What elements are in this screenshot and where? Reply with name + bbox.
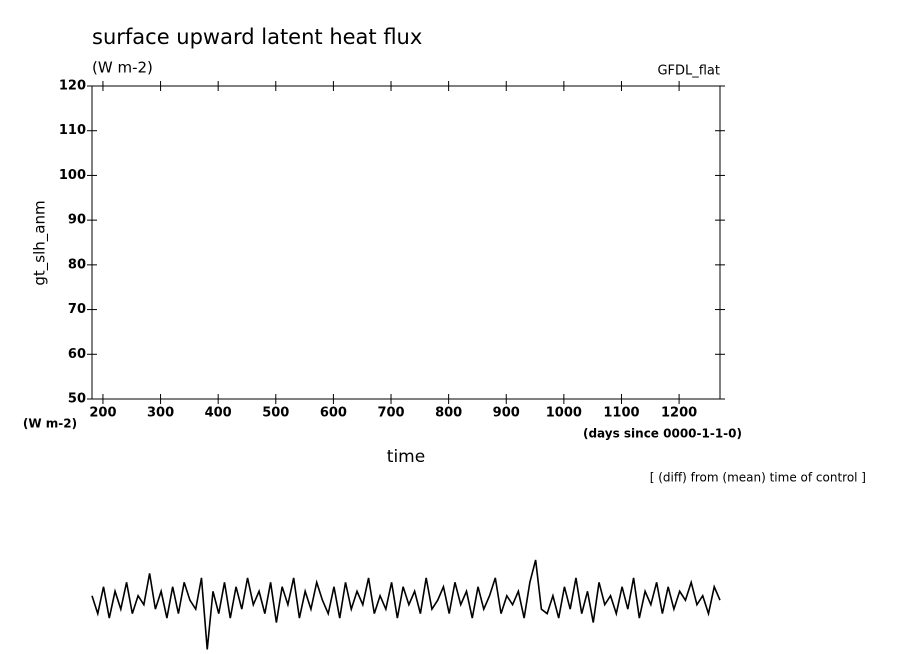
- x-units: (days since 0000-1-1-0): [583, 427, 742, 441]
- data-line: [91, 559, 721, 650]
- x-tick-label: 1200: [661, 406, 697, 421]
- plot-frame: [91, 85, 721, 400]
- chart-title: surface upward latent heat flux: [92, 25, 422, 49]
- y-tick-label: 50: [68, 392, 86, 407]
- x-tick-label: 1100: [603, 406, 639, 421]
- y-tick-label: 60: [68, 347, 86, 362]
- x-tick-label: 400: [205, 406, 232, 421]
- y-tick-label: 120: [59, 79, 86, 94]
- x-tick-label: 900: [493, 406, 520, 421]
- y-tick-label: 90: [68, 213, 86, 228]
- y-units: (W m-2): [23, 417, 77, 431]
- x-tick-label: 500: [262, 406, 289, 421]
- note: [ (diff) from (mean) time of control ]: [650, 471, 866, 485]
- x-tick-label: 1000: [546, 406, 582, 421]
- x-tick-label: 300: [147, 406, 174, 421]
- y-axis-label: gt_slh_anm: [31, 200, 50, 285]
- x-axis-label: time: [387, 447, 425, 467]
- y-tick-label: 100: [59, 168, 86, 183]
- y-tick-label: 70: [68, 302, 86, 317]
- x-tick-label: 800: [435, 406, 462, 421]
- x-tick-label: 200: [89, 406, 116, 421]
- units: (W m-2): [92, 59, 153, 77]
- x-tick-label: 700: [377, 406, 404, 421]
- y-tick-label: 80: [68, 257, 86, 272]
- source: GFDL_flat: [657, 64, 720, 79]
- x-tick-label: 600: [320, 406, 347, 421]
- y-tick-label: 110: [59, 123, 86, 138]
